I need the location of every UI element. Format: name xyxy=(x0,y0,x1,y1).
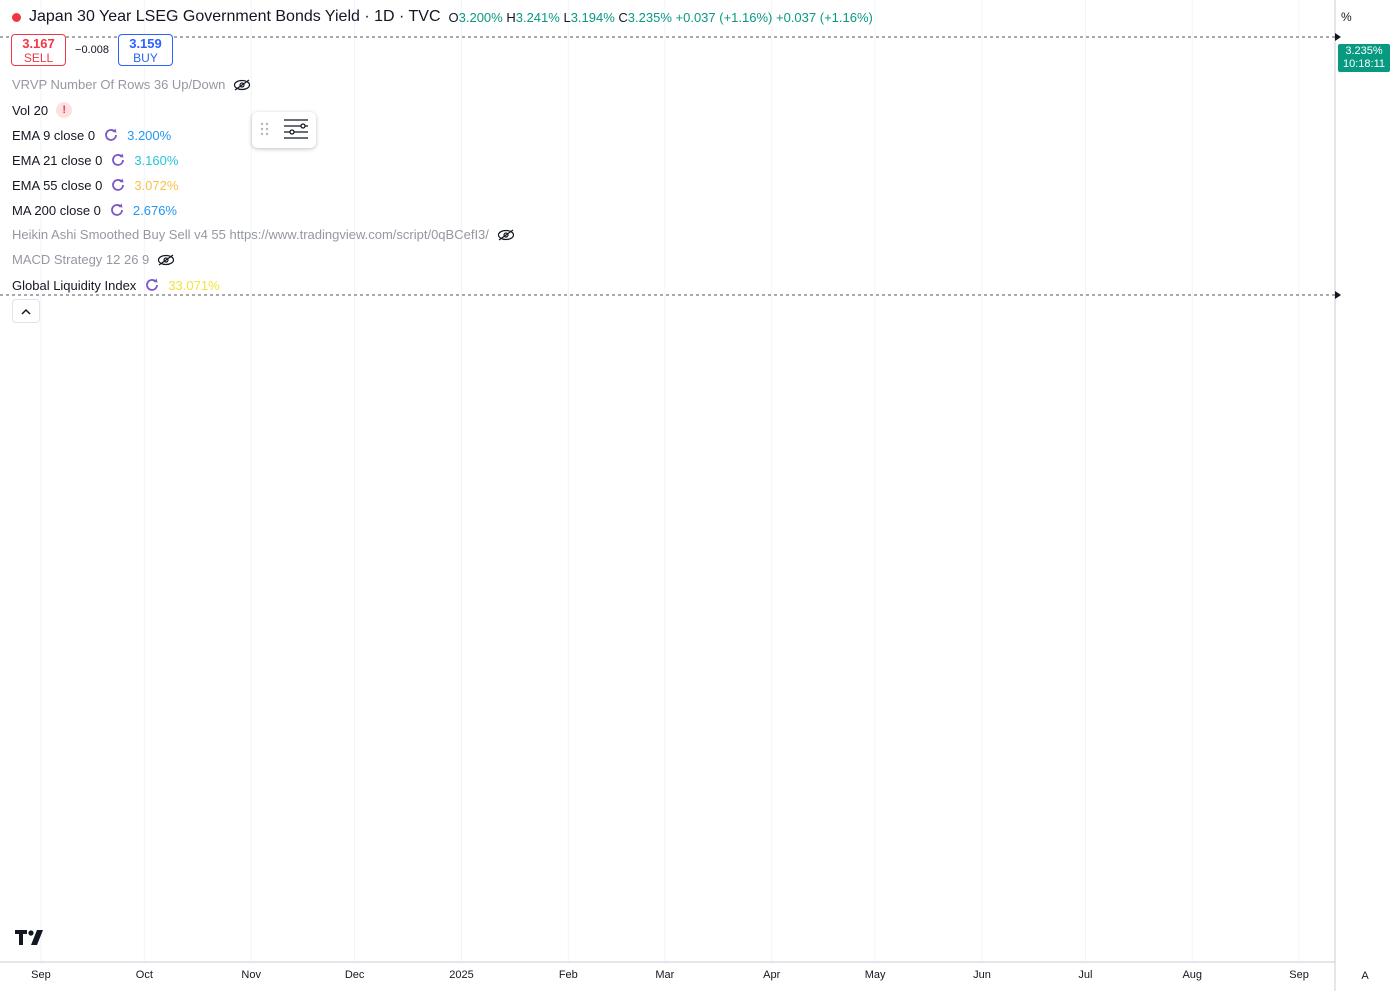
buy-button[interactable]: 3.159 BUY xyxy=(118,34,173,66)
refresh-icon[interactable] xyxy=(144,277,160,293)
ohlc-readout: O3.200% H3.241% L3.194% C3.235% +0.037 (… xyxy=(449,10,873,25)
collapse-legend-button[interactable] xyxy=(12,299,40,323)
indicator-row[interactable]: EMA 55 close 0 3.072% xyxy=(12,177,178,193)
indicator-name: EMA 21 close 0 xyxy=(12,152,103,168)
last-price-label: 3.235% 10:18:11 xyxy=(1338,44,1390,72)
change-value: +0.037 (+1.16%) xyxy=(675,9,773,25)
hidden-eye-icon[interactable] xyxy=(233,79,251,91)
buy-label: BUY xyxy=(133,51,158,65)
time-axis-tick: Sep xyxy=(1289,969,1309,981)
time-axis-tick: Apr xyxy=(763,969,781,981)
indicator-name: MACD Strategy 12 26 9 xyxy=(12,252,150,267)
time-axis-tick: Feb xyxy=(558,969,578,981)
indicator-name: Vol 20 xyxy=(12,102,49,118)
time-axis-tick: Jun xyxy=(973,969,991,981)
time-axis-tick: Jul xyxy=(1078,969,1093,981)
indicator-name: EMA 55 close 0 xyxy=(12,177,103,193)
refresh-icon[interactable] xyxy=(110,152,126,168)
chart-grid xyxy=(40,0,1300,962)
high-label: H xyxy=(506,9,516,25)
open-value: 3.200% xyxy=(458,9,503,25)
drag-handle-icon[interactable] xyxy=(252,112,316,148)
indicator-value: 3.200% xyxy=(127,127,172,143)
sell-price: 3.167 xyxy=(22,36,55,51)
indicator-value: 2.676% xyxy=(132,202,177,218)
indicator-name: VRVP Number Of Rows 36 Up/Down xyxy=(12,77,226,92)
time-axis-tick: 2025 xyxy=(449,969,474,981)
warning-icon[interactable]: ! xyxy=(56,102,73,118)
indicator-name: Global Liquidity Index xyxy=(12,277,137,293)
refresh-icon[interactable] xyxy=(110,177,126,193)
time-axis-tick: Mar xyxy=(655,969,675,981)
time-axis-tick: Oct xyxy=(135,969,153,981)
change-value-2: +0.037 (+1.16%) xyxy=(776,9,873,25)
time-axis-tick: Nov xyxy=(241,969,261,981)
symbol-title[interactable]: Japan 30 Year LSEG Government Bonds Yiel… xyxy=(29,8,441,25)
auto-scale-button[interactable]: A xyxy=(1361,970,1369,982)
chart-header: Japan 30 Year LSEG Government Bonds Yiel… xyxy=(12,8,873,26)
last-price-value: 3.235% xyxy=(1345,45,1383,57)
spread-value: −0.008 xyxy=(75,44,109,56)
indicator-name: Heikin Ashi Smoothed Buy Sell v4 55 http… xyxy=(12,227,489,242)
indicator-name: EMA 9 close 0 xyxy=(12,127,96,143)
high-value: 3.241% xyxy=(515,9,560,25)
market-status-dot xyxy=(12,12,21,22)
sell-button[interactable]: 3.167 SELL xyxy=(11,34,66,66)
indicator-row[interactable]: Heikin Ashi Smoothed Buy Sell v4 55 http… xyxy=(12,227,515,242)
buy-price: 3.159 xyxy=(129,36,162,51)
last-price-marker xyxy=(1335,33,1341,41)
indicator-row[interactable]: MACD Strategy 12 26 9 xyxy=(12,252,175,267)
crosshair-marker xyxy=(1335,291,1341,299)
indicator-row[interactable]: VRVP Number Of Rows 36 Up/Down xyxy=(12,77,251,92)
indicator-value: 3.072% xyxy=(134,177,179,193)
indicator-row[interactable]: EMA 21 close 0 3.160% xyxy=(12,152,178,168)
hidden-eye-icon[interactable] xyxy=(497,229,515,241)
indicator-name: MA 200 close 0 xyxy=(12,202,101,218)
time-axis-tick: Sep xyxy=(31,969,51,981)
close-value: 3.235% xyxy=(627,9,672,25)
tradingview-logo[interactable] xyxy=(15,930,47,951)
bar-countdown: 10:18:11 xyxy=(1342,58,1385,70)
hidden-eye-icon[interactable] xyxy=(157,254,175,266)
indicator-row[interactable]: EMA 9 close 0 3.200% xyxy=(12,127,171,143)
sell-label: SELL xyxy=(23,51,54,65)
indicator-value: 33.071% xyxy=(168,277,220,293)
price-axis-unit: % xyxy=(1341,10,1352,24)
trade-panel: 3.167 SELL −0.008 3.159 BUY xyxy=(11,34,173,66)
indicator-row[interactable]: Vol 20! xyxy=(12,102,73,118)
open-label: O xyxy=(448,9,459,25)
time-axis-tick: May xyxy=(864,969,886,981)
low-label: L xyxy=(563,9,571,25)
chevron-up-icon xyxy=(21,308,31,315)
indicator-value: 3.160% xyxy=(134,152,179,168)
time-axis-tick: Aug xyxy=(1182,969,1203,981)
tradingview-logo-icon xyxy=(15,930,43,945)
low-value: 3.194% xyxy=(570,9,615,25)
close-label: C xyxy=(618,9,628,25)
indicator-row[interactable]: Global Liquidity Index 33.071% xyxy=(12,277,220,293)
indicator-row[interactable]: MA 200 close 0 2.676% xyxy=(12,202,177,218)
time-axis-tick: Dec xyxy=(344,969,365,981)
refresh-icon[interactable] xyxy=(109,202,125,218)
object-tree-toolbar[interactable] xyxy=(252,112,316,148)
refresh-icon[interactable] xyxy=(103,127,119,143)
